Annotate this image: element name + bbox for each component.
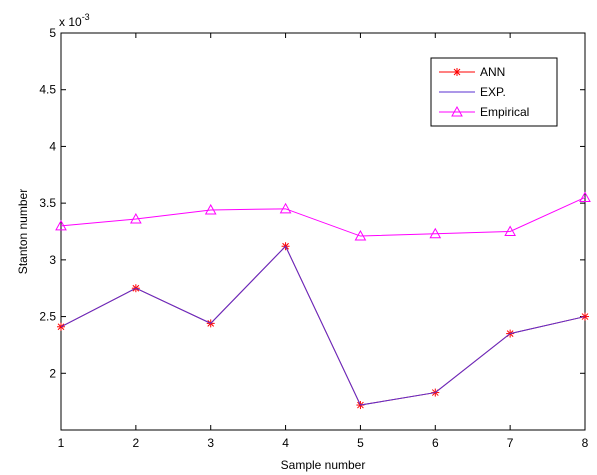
y-tick-label: 2 xyxy=(49,366,56,380)
legend-marker-empirical xyxy=(451,105,463,117)
y-tick-label: 2.5 xyxy=(39,310,56,324)
series-line-exp xyxy=(60,245,586,406)
axis-ticks: 1 2 3 4 5 6 7 8 2 2.5 3 3.5 4 4.5 5 xyxy=(39,26,588,450)
series-layer xyxy=(55,191,591,410)
series-line-empirical xyxy=(60,197,586,237)
x-tick-label: 2 xyxy=(133,436,140,450)
series-exp xyxy=(60,245,586,406)
marker-stroke xyxy=(453,68,461,76)
y-tick-label: 4.5 xyxy=(39,83,56,97)
series-empirical xyxy=(55,191,591,241)
data-point-empirical xyxy=(130,212,142,224)
legend-label-exp: EXP. xyxy=(480,85,506,99)
legend-item-exp: EXP. xyxy=(439,85,506,99)
x-tick-label: 6 xyxy=(432,436,439,450)
y-tick-label: 5 xyxy=(49,26,56,40)
data-point-empirical xyxy=(55,219,67,231)
data-point-empirical xyxy=(504,225,516,236)
data-point-empirical xyxy=(354,230,367,241)
legend: ANN EXP. Empirical xyxy=(430,57,558,127)
x-axis-label: Sample number xyxy=(281,458,366,472)
x-tick-label: 1 xyxy=(58,436,65,450)
x-tick-label: 7 xyxy=(507,436,514,450)
y-tick-label: 4 xyxy=(49,139,56,153)
x-tick-label: 8 xyxy=(582,436,589,450)
y-tick-label: 3 xyxy=(49,253,56,267)
y-exponent-label: x 10-3 xyxy=(59,12,90,29)
x-tick-label: 3 xyxy=(207,436,214,450)
legend-item-empirical: Empirical xyxy=(439,105,529,119)
data-point-empirical xyxy=(204,203,217,215)
data-point-empirical xyxy=(279,202,292,214)
legend-marker-ann xyxy=(453,68,461,76)
data-point-empirical xyxy=(579,191,591,202)
data-point-empirical xyxy=(429,227,442,239)
legend-item-ann: ANN xyxy=(439,65,505,79)
x-tick-label: 4 xyxy=(282,436,289,450)
y-axis-label: Stanton number xyxy=(16,189,30,274)
legend-label-ann: ANN xyxy=(480,65,505,79)
x-tick-label: 5 xyxy=(357,436,364,450)
legend-label-empirical: Empirical xyxy=(480,105,529,119)
y-tick-label: 3.5 xyxy=(39,196,56,210)
